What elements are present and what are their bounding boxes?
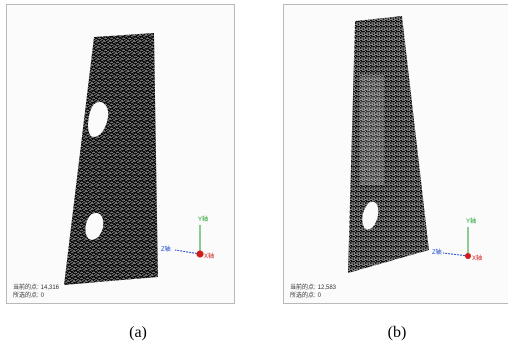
point-cloud-a (64, 33, 204, 285)
z-axis-label: Z轴 (432, 250, 442, 256)
status-point-count: 当前的点: 12,583 (290, 285, 336, 292)
status-total-value: 12,583 (317, 285, 337, 291)
y-axis-label: Y轴 (466, 219, 477, 225)
figure-caption-b: (b) (387, 324, 407, 341)
status-selected-count: 所选的点: 0 (13, 293, 44, 300)
point-cloud-viewport-b[interactable]: Y轴 Z轴 X轴 当前的点: 12,583 所选的点: 0 (283, 4, 508, 304)
status-selected-value: 0 (40, 293, 45, 299)
z-axis-label: Z轴 (161, 247, 171, 253)
point-cloud-b (348, 16, 471, 273)
y-axis-label: Y轴 (198, 217, 209, 223)
status-point-count: 当前的点: 14,316 (13, 285, 59, 292)
x-axis-label: X轴 (472, 256, 483, 262)
status-total-label: 当前的点: (13, 285, 39, 291)
x-axis-label: X轴 (204, 254, 215, 260)
status-total-value: 14,316 (40, 285, 60, 291)
status-selected-label: 所选的点: (290, 293, 316, 299)
status-selected-value: 0 (317, 293, 322, 299)
status-total-label: 当前的点: (290, 285, 316, 291)
point-cloud-viewport-a[interactable]: Y轴 Z轴 X轴 当前的点: 14,316 所选的点: 0 (6, 4, 235, 304)
status-selected-count: 所选的点: 0 (290, 293, 321, 300)
figure-caption-a: (a) (129, 324, 147, 341)
status-selected-label: 所选的点: (13, 293, 39, 299)
